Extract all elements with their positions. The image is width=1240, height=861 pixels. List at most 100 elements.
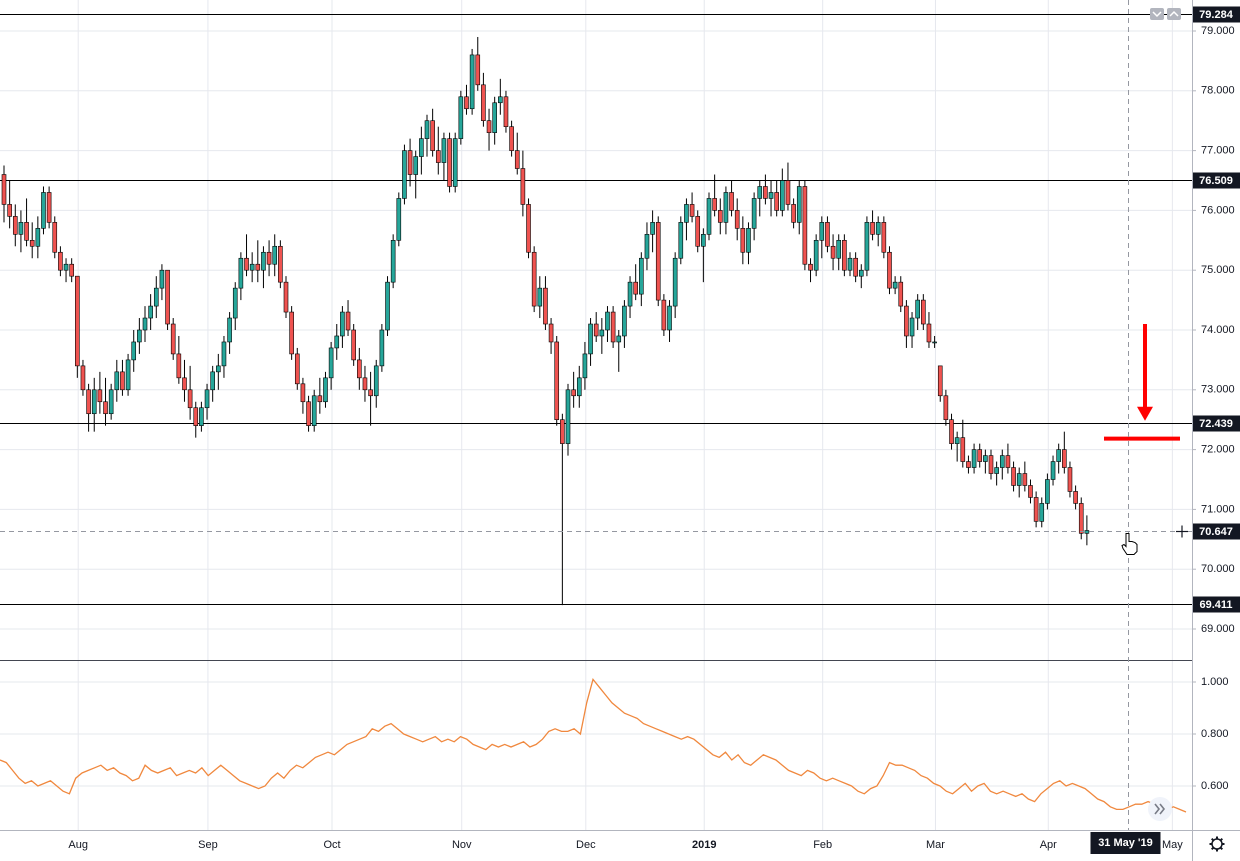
candle (667, 300, 672, 342)
candle (819, 216, 825, 259)
candle (717, 198, 723, 235)
candle-body (227, 317, 232, 343)
level-price-badge[interactable]: 69.411 (1193, 596, 1240, 613)
candle-body (667, 305, 672, 331)
candle (836, 234, 842, 271)
candle-body (689, 204, 695, 217)
crosshair-price-badge-text: 70.647 (1199, 526, 1233, 538)
candle (971, 443, 977, 474)
candle-body (633, 281, 638, 295)
candle (108, 383, 114, 420)
candle (435, 126, 441, 175)
minimize-pane-icon[interactable] (1150, 8, 1164, 20)
minimize-pane-icon-glyph (1152, 11, 1162, 18)
candle (458, 90, 464, 145)
candle (763, 174, 768, 205)
candle-body (898, 281, 904, 307)
candle (734, 198, 740, 241)
maximize-pane-icon-glyph (1169, 10, 1179, 17)
candle (864, 216, 870, 277)
candle (120, 359, 125, 396)
candle-body (311, 395, 317, 426)
candle (622, 300, 627, 348)
candle-body (1039, 503, 1045, 522)
candle (199, 401, 204, 432)
candle (41, 186, 46, 235)
candle (317, 377, 323, 414)
candle (86, 383, 91, 432)
candle-body (740, 228, 746, 253)
candle-body (351, 329, 356, 361)
crosshair-date-badge-text: 31 May '19 (1098, 837, 1153, 849)
candle (362, 365, 368, 402)
time-axis-label: Dec (576, 839, 596, 851)
candle-body (926, 323, 932, 343)
candle-body (131, 341, 137, 361)
candle (227, 312, 232, 354)
annotations[interactable] (1104, 323, 1180, 441)
candle-body (317, 395, 323, 403)
candle-body (244, 257, 249, 271)
maximize-pane-icon-bg[interactable] (1167, 8, 1181, 20)
candle-body (802, 186, 808, 265)
candle-body (18, 222, 24, 235)
candle-body (249, 263, 255, 271)
gear-tooth (1210, 846, 1215, 851)
crosshair-price-badge[interactable]: 70.647 (1193, 523, 1240, 540)
level-price-badge-text: 69.411 (1199, 599, 1232, 611)
price-axis[interactable]: 79.000 78.000 77.000 76.000 75.000 74.000 73.0… (1192, 6, 1240, 792)
candle (791, 198, 796, 229)
candle (796, 180, 802, 235)
level-price-badge[interactable]: 76.509 (1193, 172, 1240, 189)
candle-body (870, 222, 875, 235)
candle (582, 341, 588, 390)
candle (1050, 455, 1056, 486)
candle-body (678, 222, 684, 259)
candle (1078, 497, 1084, 540)
candle-body (41, 192, 46, 229)
minimize-pane-icon-bg[interactable] (1150, 8, 1164, 20)
candle (655, 216, 661, 307)
candle (328, 341, 334, 390)
candle (543, 276, 548, 330)
candle (368, 371, 373, 426)
horizontal-levels[interactable] (0, 14, 1192, 605)
candle (633, 264, 638, 301)
candle (723, 186, 729, 235)
candle-body (582, 353, 588, 379)
candle-body (734, 210, 740, 229)
candle (943, 389, 949, 426)
candle (639, 252, 644, 307)
maximize-pane-icon[interactable] (1167, 8, 1181, 20)
candle (170, 318, 176, 360)
candle-body (142, 317, 148, 331)
candle-body (52, 222, 58, 253)
candle (768, 180, 774, 217)
candle-body (464, 96, 469, 110)
double-chevron-right-icon[interactable] (1148, 797, 1172, 821)
candle-body (278, 245, 283, 283)
level-price-badge[interactable]: 79.284 (1193, 6, 1240, 23)
candle-body (763, 186, 768, 199)
candle-body (988, 455, 994, 474)
level-price-badge[interactable]: 72.439 (1193, 415, 1240, 432)
candle (531, 246, 537, 313)
candle-body (75, 275, 80, 367)
candle-body (1045, 479, 1050, 504)
candle-body (994, 467, 999, 474)
time-axis[interactable]: Aug Sep Oct Nov Dec 2019 Feb Mar Apr May 31 May '1… (68, 832, 1183, 854)
candle-body (108, 389, 114, 415)
candle-body (1033, 497, 1039, 522)
candle (142, 306, 148, 342)
candle (430, 108, 435, 157)
candle (266, 240, 272, 277)
candle-body (819, 222, 825, 241)
candle-body (306, 401, 311, 426)
gear-icon[interactable] (1209, 836, 1225, 852)
chart-controls[interactable] (1148, 8, 1225, 852)
level-price-badge-bg (1193, 172, 1240, 189)
annotation-arrow-head[interactable] (1137, 406, 1153, 421)
